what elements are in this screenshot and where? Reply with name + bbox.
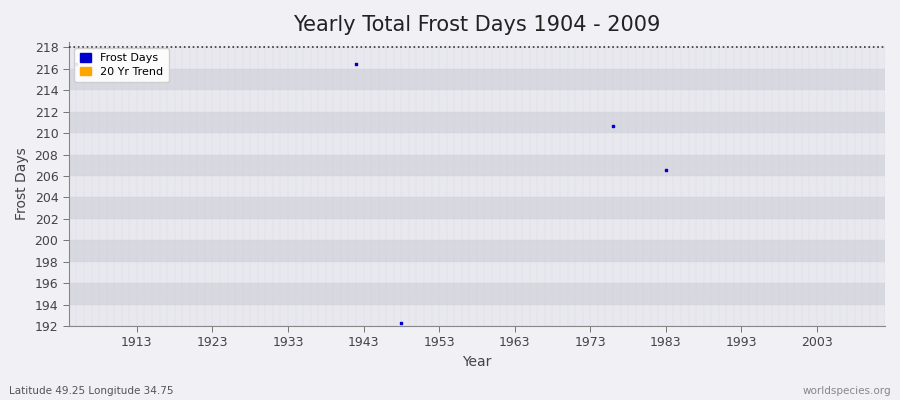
Title: Yearly Total Frost Days 1904 - 2009: Yearly Total Frost Days 1904 - 2009: [293, 15, 661, 35]
Bar: [68, 305, 885, 326]
Bar: [68, 133, 885, 155]
Point: [349, 60, 364, 67]
Point: [69, 60, 84, 67]
X-axis label: Year: Year: [463, 355, 491, 369]
Bar: [68, 240, 885, 262]
Bar: [68, 155, 885, 176]
Point: [659, 166, 673, 173]
Bar: [68, 48, 885, 69]
Point: [606, 122, 620, 129]
Bar: [68, 283, 885, 305]
Bar: [68, 90, 885, 112]
Legend: Frost Days, 20 Yr Trend: Frost Days, 20 Yr Trend: [75, 48, 168, 82]
Y-axis label: Frost Days: Frost Days: [15, 148, 29, 220]
Text: Latitude 49.25 Longitude 34.75: Latitude 49.25 Longitude 34.75: [9, 386, 174, 396]
Bar: [68, 219, 885, 240]
Text: worldspecies.org: worldspecies.org: [803, 386, 891, 396]
Bar: [68, 262, 885, 283]
Bar: [68, 112, 885, 133]
Bar: [68, 176, 885, 198]
Bar: [68, 198, 885, 219]
Point: [394, 320, 409, 326]
Bar: [68, 69, 885, 90]
